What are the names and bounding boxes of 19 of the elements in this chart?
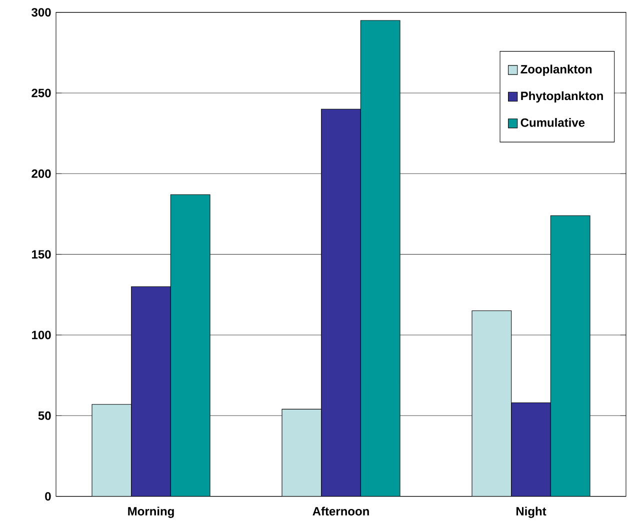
bar [131,286,171,496]
y-tick-label: 250 [32,88,51,98]
x-tick-label: Afternoon [312,506,369,516]
y-tick-label: 150 [32,250,51,259]
y-tick-label: 0 [45,492,51,501]
bar [511,402,551,496]
bar [170,194,210,496]
x-tick-label: Morning [128,506,174,518]
bar [550,215,590,496]
bar [321,108,361,496]
legend-label: Zooplankton [520,64,592,76]
x-tick-label: Night [516,506,546,518]
y-tick-label: 100 [32,330,51,340]
bar [360,20,400,496]
legend-label: Cumulative [520,118,585,127]
y-tick-label: 300 [32,8,51,17]
legend-label: Phytoplankton [521,91,603,103]
y-tick-label: 50 [38,411,51,420]
y-tick-label: 200 [32,169,51,178]
